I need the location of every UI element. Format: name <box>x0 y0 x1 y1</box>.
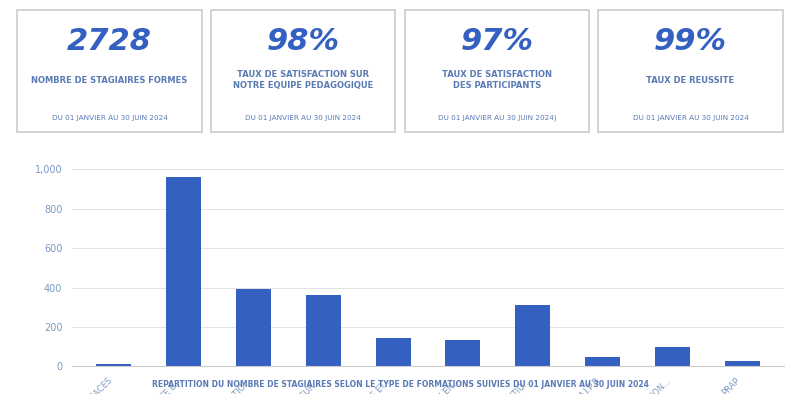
Bar <box>236 288 271 366</box>
Bar <box>585 357 620 366</box>
Text: DU 01 JANVIER AU 30 JUIN 2024): DU 01 JANVIER AU 30 JUIN 2024) <box>438 115 556 121</box>
FancyBboxPatch shape <box>405 10 589 132</box>
Text: 2728: 2728 <box>67 26 152 56</box>
Bar <box>306 295 341 366</box>
Text: NOMBRE DE STAGIAIRES FORMES: NOMBRE DE STAGIAIRES FORMES <box>31 76 188 85</box>
Text: TAUX DE SATISFACTION
DES PARTICIPANTS: TAUX DE SATISFACTION DES PARTICIPANTS <box>442 70 552 90</box>
Text: DU 01 JANVIER AU 30 JUIN 2024: DU 01 JANVIER AU 30 JUIN 2024 <box>633 115 749 121</box>
Bar <box>446 340 480 366</box>
FancyBboxPatch shape <box>211 10 395 132</box>
FancyBboxPatch shape <box>598 10 782 132</box>
Text: 99%: 99% <box>654 26 727 56</box>
Bar <box>655 347 690 366</box>
Text: 98%: 98% <box>266 26 340 56</box>
Bar <box>97 364 131 366</box>
Text: REPARTITION DU NOMBRE DE STAGIAIRES SELON LE TYPE DE FORMATIONS SUIVIES DU 01 JA: REPARTITION DU NOMBRE DE STAGIAIRES SELO… <box>151 380 649 388</box>
Text: TAUX DE SATISFACTION SUR
NOTRE EQUIPE PEDAGOGIQUE: TAUX DE SATISFACTION SUR NOTRE EQUIPE PE… <box>233 70 374 90</box>
Bar <box>166 177 201 366</box>
Text: 97%: 97% <box>460 26 534 56</box>
FancyBboxPatch shape <box>18 10 202 132</box>
Bar <box>515 305 550 366</box>
Text: DU 01 JANVIER AU 30 JUIN 2024: DU 01 JANVIER AU 30 JUIN 2024 <box>51 115 167 121</box>
Bar <box>725 361 759 366</box>
Text: DU 01 JANVIER AU 30 JUIN 2024: DU 01 JANVIER AU 30 JUIN 2024 <box>246 115 361 121</box>
Text: TAUX DE REUSSITE: TAUX DE REUSSITE <box>646 76 734 85</box>
Bar <box>376 338 410 366</box>
